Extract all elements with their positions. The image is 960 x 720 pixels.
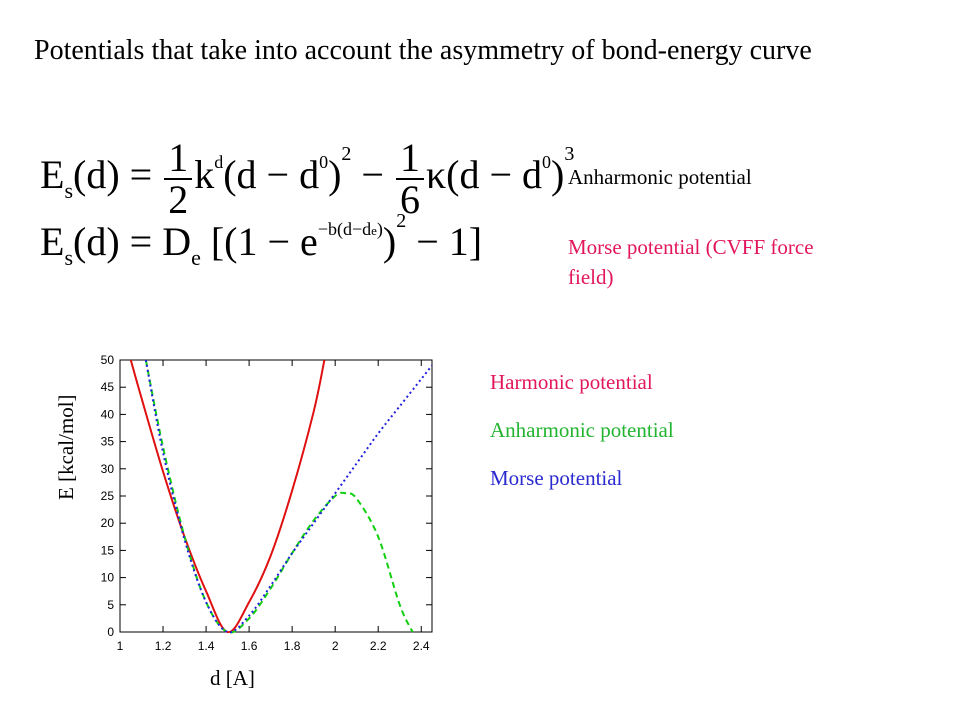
- anharmonic-formula: Es(d) = 1 2 kd(d − d0)2 − 1 6 κ(d − d0)3: [40, 135, 575, 222]
- y-tick-label: 40: [101, 407, 115, 421]
- y-tick-label: 50: [101, 353, 115, 367]
- x-axis-label: d [A]: [210, 666, 255, 690]
- series-line-harmonic-potential: [129, 359, 326, 634]
- formula1-k: k: [194, 152, 215, 198]
- x-tick-label: 2: [332, 639, 339, 653]
- x-tick-label: 1.8: [284, 639, 301, 653]
- y-tick-label: 35: [101, 435, 115, 449]
- x-tick-label: 2.2: [370, 639, 387, 653]
- formula1-E: E: [40, 152, 65, 198]
- x-tick-label: 1.6: [241, 639, 258, 653]
- y-tick-label: 20: [101, 516, 115, 530]
- y-tick-label: 30: [101, 462, 115, 476]
- y-tick-label: 5: [107, 598, 114, 612]
- series-line-anharmonic-potential: [144, 359, 414, 634]
- plot-frame: [119, 359, 433, 633]
- legend-anharmonic: Anharmonic potential: [490, 418, 674, 442]
- anharmonic-label: Anharmonic potential: [568, 165, 752, 189]
- y-tick-label: 10: [101, 571, 115, 585]
- slide-title: Potentials that take into account the as…: [34, 35, 812, 66]
- x-tick-label: 1: [117, 639, 124, 653]
- y-tick-label: 25: [101, 489, 115, 503]
- x-tick-label: 1.2: [155, 639, 172, 653]
- y-tick-label: 0: [107, 625, 114, 639]
- x-tick-label: 1.4: [198, 639, 215, 653]
- morse-formula: Es(d) = De [(1 − e−b(d−de))2 − 1]: [40, 210, 483, 270]
- y-tick-label: 15: [101, 543, 115, 557]
- series-line-morse-potential: [144, 359, 433, 634]
- morse-cvff-label: Morse potential (CVFF force field): [568, 235, 814, 289]
- y-tick-label: 45: [101, 380, 115, 394]
- formula1-lhs: (d) =: [73, 152, 153, 198]
- formula1-s-subscript: s: [64, 178, 73, 204]
- legend-morse: Morse potential: [490, 466, 623, 490]
- legend-harmonic: Harmonic potential: [490, 370, 653, 394]
- x-tick-label: 2.4: [413, 639, 430, 653]
- formula1-kappa: κ: [425, 152, 447, 198]
